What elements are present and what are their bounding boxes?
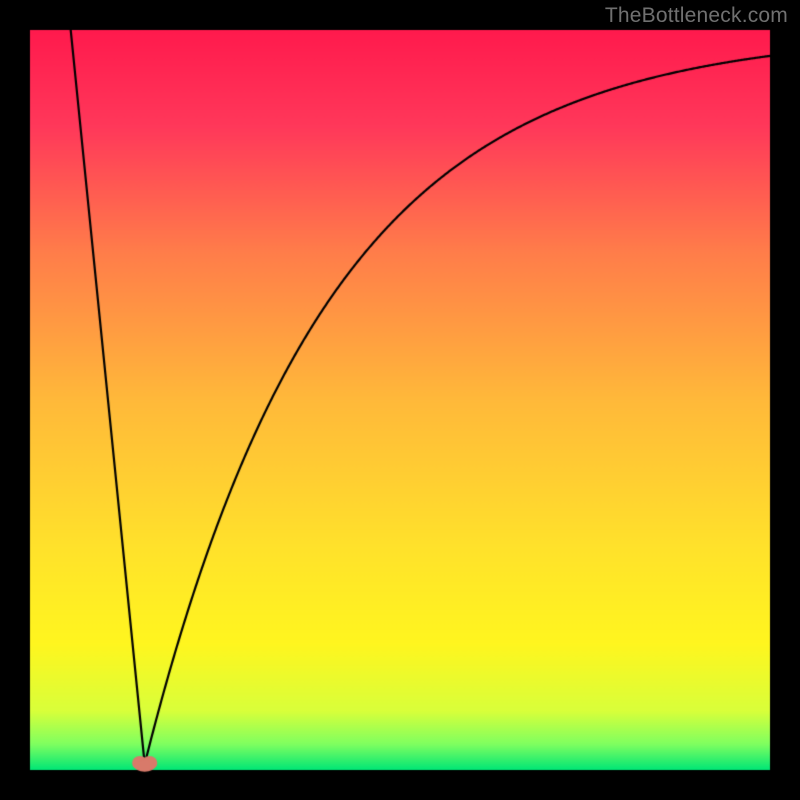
bottleneck-chart <box>0 0 800 800</box>
watermark-text: TheBottleneck.com <box>605 4 788 28</box>
chart-container: TheBottleneck.com <box>0 0 800 800</box>
